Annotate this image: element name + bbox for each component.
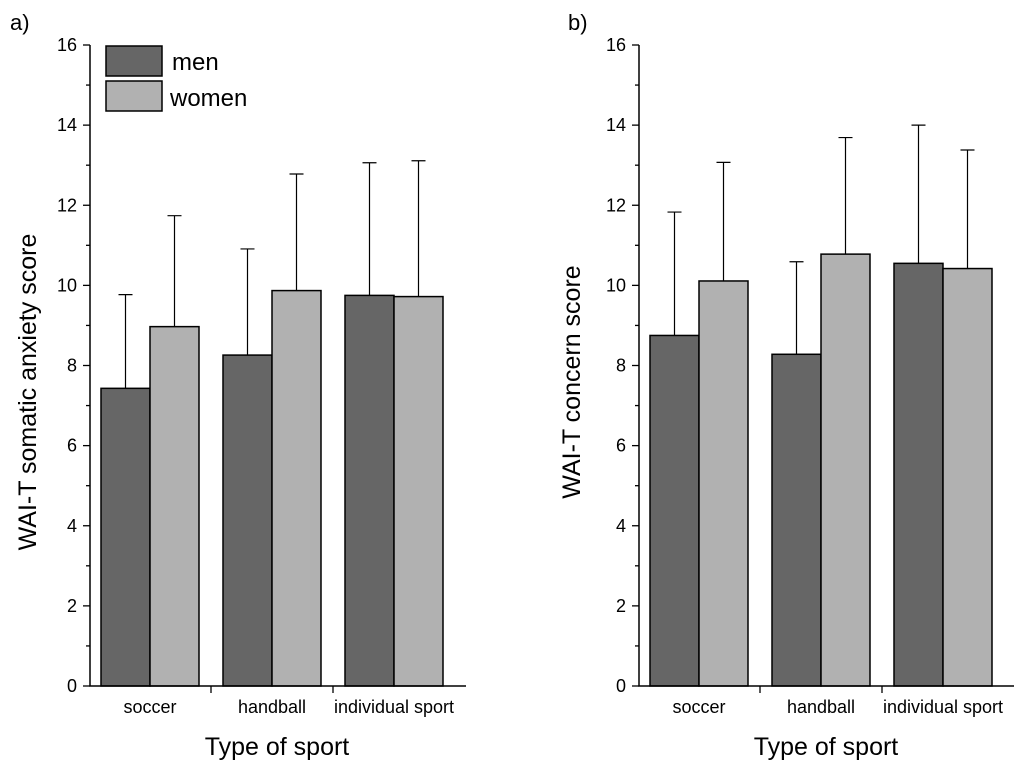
panel-a-error-bar-women-2 xyxy=(411,160,426,297)
legend-women-swatch xyxy=(105,80,163,112)
panel-a-y-tick-label: 16 xyxy=(57,35,77,55)
panel-b-error-bar-men-2 xyxy=(911,124,926,264)
panel-a-y-tick-label: 8 xyxy=(67,356,77,376)
panel-a-label: a) xyxy=(10,10,30,35)
panel-b-y-tick-label: 2 xyxy=(616,596,626,616)
panel-b-bar-women-2 xyxy=(942,267,993,687)
panel-b: b) WAI-T concern score Type of sport 0 2 4… xyxy=(558,10,1014,761)
panel-a-y-tick-label: 14 xyxy=(57,115,77,135)
legend-men-swatch xyxy=(105,45,163,77)
panel-b-category-label: handball xyxy=(787,697,855,717)
panel-a-y-tick-label: 10 xyxy=(57,275,77,295)
legend-women-label: women xyxy=(169,85,247,112)
panel-b-y-tick-label: 0 xyxy=(616,676,626,696)
panel-b-error-bar-women-2 xyxy=(960,149,975,269)
panel-a-ticks: 0 2 4 6 8 10 12 14 16 soccer handball individual sp… xyxy=(57,35,454,717)
panel-b-ticks: 0 2 4 6 8 10 12 14 16 soccer handball individual sp… xyxy=(606,35,1003,717)
panel-a-y-tick-label: 2 xyxy=(67,596,77,616)
panel-a-bar-women-1 xyxy=(271,289,322,687)
panel-a-y-axis-title: WAI-T somatic anxiety score xyxy=(14,234,42,551)
legend-men-label: men xyxy=(172,49,219,76)
panel-a-bar-men-2 xyxy=(344,294,395,687)
panel-b-bar-women-1 xyxy=(820,253,871,687)
panel-b-axes xyxy=(638,45,1014,687)
panel-b-y-tick-label: 14 xyxy=(606,115,626,135)
panel-a-error-bar-women-0 xyxy=(167,215,182,327)
panel-b-category-label: soccer xyxy=(672,697,725,717)
panel-a-y-tick-label: 6 xyxy=(67,436,77,456)
panel-a-x-axis-title: Type of sport xyxy=(205,733,350,761)
legend: men women xyxy=(105,45,247,112)
panel-a-y-tick-label: 0 xyxy=(67,676,77,696)
panel-a-error-bar-men-2 xyxy=(362,162,377,296)
panel-a-bar-women-0 xyxy=(149,325,200,687)
panel-a-bar-men-0 xyxy=(100,387,151,687)
panel-b-y-tick-label: 4 xyxy=(616,516,626,536)
panel-b-marks xyxy=(649,124,993,687)
panel-b-y-tick-label: 10 xyxy=(606,275,626,295)
panel-b-bar-women-0 xyxy=(698,280,749,687)
panel-b-x-axis-title: Type of sport xyxy=(754,733,899,761)
panel-b-bar-men-0 xyxy=(649,334,700,687)
panel-b-y-tick-label: 8 xyxy=(616,356,626,376)
panel-a-y-tick-label: 4 xyxy=(67,516,77,536)
panel-a-error-bar-men-1 xyxy=(240,248,255,356)
panel-a-axes xyxy=(89,45,466,687)
panel-a-bar-women-2 xyxy=(393,295,444,687)
panel-a-category-label: soccer xyxy=(123,697,176,717)
panel-b-error-bar-men-1 xyxy=(789,261,804,355)
panel-a-category-label: individual sport xyxy=(334,697,454,717)
panel-b-y-axis-title: WAI-T concern score xyxy=(558,265,586,498)
panel-b-error-bar-men-0 xyxy=(667,211,682,336)
panel-b-y-tick-label: 6 xyxy=(616,436,626,456)
panel-a-y-tick-label: 12 xyxy=(57,195,77,215)
panel-a-error-bar-men-0 xyxy=(118,293,133,389)
panel-b-category-label: individual sport xyxy=(883,697,1003,717)
panel-b-bar-men-1 xyxy=(771,353,822,687)
panel-a-bar-men-1 xyxy=(222,354,273,687)
panel-b-y-tick-label: 16 xyxy=(606,35,626,55)
panel-a: a) WAI-T somatic anxiety score Type of s… xyxy=(10,10,466,761)
panel-b-error-bar-women-0 xyxy=(716,161,731,281)
panel-a-category-label: handball xyxy=(238,697,306,717)
panel-b-label: b) xyxy=(568,10,588,35)
panel-a-error-bar-women-1 xyxy=(289,173,304,291)
panel-b-bar-men-2 xyxy=(893,262,944,687)
panel-a-marks xyxy=(100,160,444,687)
panel-b-error-bar-women-1 xyxy=(838,136,853,255)
panel-b-y-tick-label: 12 xyxy=(606,195,626,215)
